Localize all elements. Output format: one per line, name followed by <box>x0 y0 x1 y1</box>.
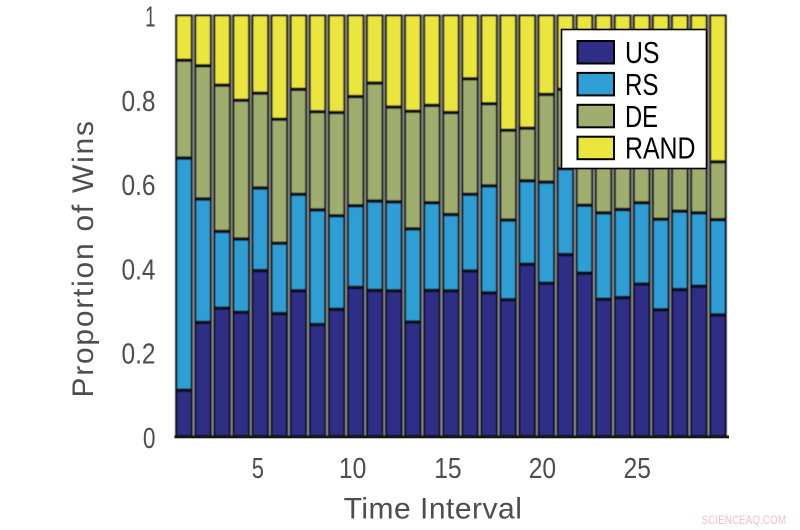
svg-text:0.8: 0.8 <box>122 86 156 118</box>
svg-text:Proportion of Wins: Proportion of Wins <box>67 119 100 397</box>
svg-text:0.4: 0.4 <box>122 254 156 286</box>
svg-text:15: 15 <box>434 453 461 485</box>
svg-text:0.2: 0.2 <box>122 339 156 371</box>
svg-text:1: 1 <box>145 2 155 34</box>
svg-text:SCIENCEAQ.COM: SCIENCEAQ.COM <box>702 515 787 527</box>
svg-text:25: 25 <box>624 453 651 485</box>
svg-text:DE: DE <box>625 99 658 134</box>
svg-text:US: US <box>625 35 660 70</box>
svg-text:0.6: 0.6 <box>122 170 156 202</box>
svg-text:5: 5 <box>252 453 264 485</box>
svg-text:Time Interval: Time Interval <box>344 493 523 526</box>
svg-text:20: 20 <box>529 453 556 485</box>
svg-text:RAND: RAND <box>625 131 696 166</box>
svg-text:RS: RS <box>625 67 659 102</box>
svg-text:0: 0 <box>143 423 156 455</box>
svg-text:10: 10 <box>339 453 366 485</box>
